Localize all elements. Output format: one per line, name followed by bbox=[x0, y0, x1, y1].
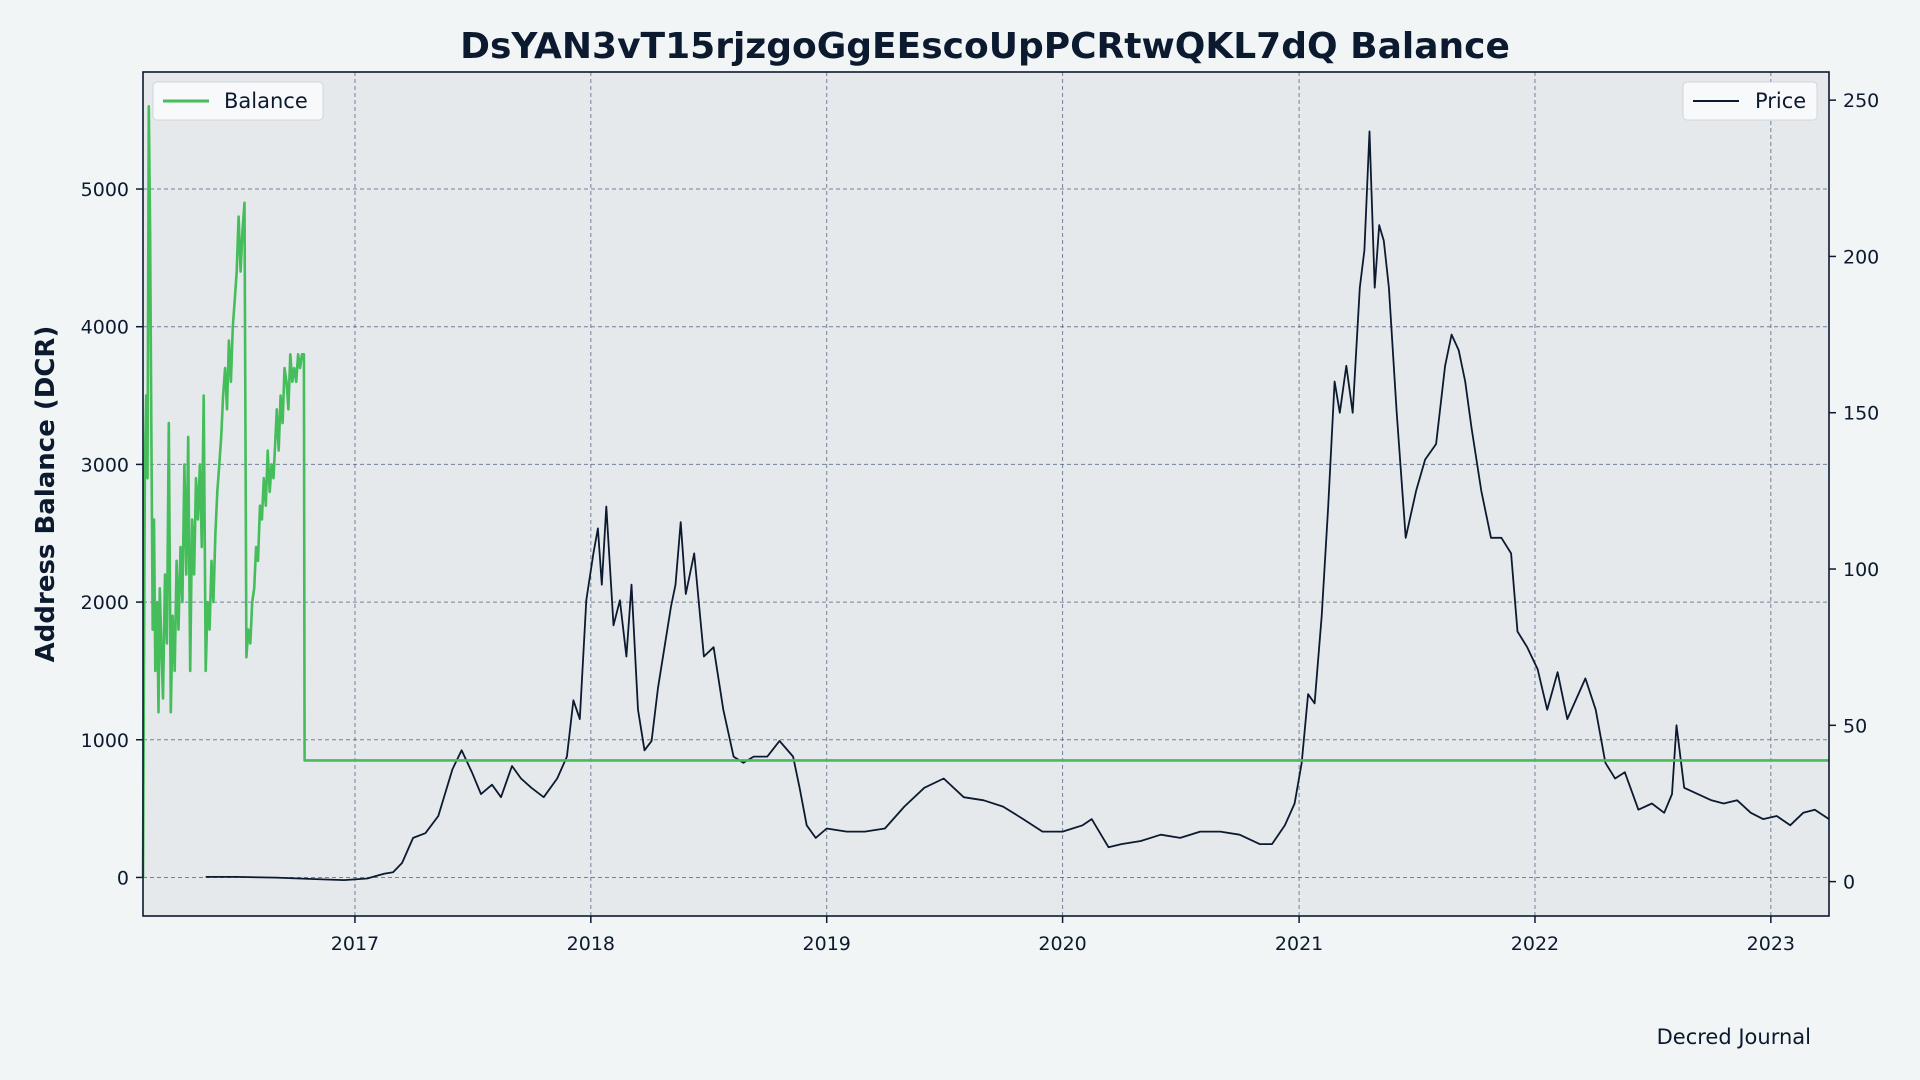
legend-balance: Balance bbox=[152, 81, 324, 121]
y2-axis-ticks: 0 50 100 150 200 250 bbox=[1829, 90, 1879, 894]
y2-tick-label: 200 bbox=[1843, 246, 1879, 268]
legend-price-box bbox=[1682, 81, 1818, 121]
x-tick-label: 2020 bbox=[1038, 933, 1086, 955]
y2-tick-label: 50 bbox=[1843, 715, 1867, 737]
y-tick-label: 4000 bbox=[81, 317, 129, 339]
y-tick-label: 0 bbox=[117, 867, 129, 889]
y2-tick-label: 150 bbox=[1843, 403, 1879, 425]
legend-price-label: Price bbox=[1755, 89, 1806, 113]
plot-area bbox=[143, 72, 1829, 916]
y2-tick-label: 0 bbox=[1843, 872, 1855, 894]
y2-tick-label: 250 bbox=[1843, 90, 1879, 112]
chart-title: DsYAN3vT15rjzgoGgEEscoUpPCRtwQKL7dQ Bala… bbox=[460, 26, 1510, 67]
x-tick-label: 2023 bbox=[1747, 933, 1795, 955]
y-axis-label: Address Balance (DCR) bbox=[31, 326, 61, 663]
y2-tick-label: 100 bbox=[1843, 559, 1879, 581]
x-tick-label: 2021 bbox=[1275, 933, 1323, 955]
y-tick-label: 3000 bbox=[81, 454, 129, 476]
y-tick-label: 2000 bbox=[81, 592, 129, 614]
grid bbox=[143, 72, 1829, 916]
series-layer bbox=[141, 105, 1830, 881]
legend-price: Price bbox=[1682, 81, 1818, 121]
y-axis-ticks: 0 1000 2000 3000 4000 5000 bbox=[81, 179, 143, 889]
x-axis-ticks: 2017 2018 2019 2020 2021 2022 2023 bbox=[331, 916, 1795, 955]
credit-text: Decred Journal bbox=[1657, 1025, 1811, 1049]
x-tick-label: 2022 bbox=[1511, 933, 1559, 955]
y-tick-label: 5000 bbox=[81, 179, 129, 201]
y-tick-label: 1000 bbox=[81, 730, 129, 752]
balance-series-line bbox=[141, 105, 1829, 878]
legend-balance-box bbox=[152, 81, 324, 121]
x-tick-label: 2018 bbox=[567, 933, 615, 955]
x-tick-label: 2017 bbox=[331, 933, 379, 955]
x-tick-label: 2019 bbox=[803, 933, 851, 955]
legend-balance-label: Balance bbox=[224, 89, 308, 113]
price-series-line bbox=[205, 130, 1830, 881]
plot-frame bbox=[142, 71, 1830, 917]
